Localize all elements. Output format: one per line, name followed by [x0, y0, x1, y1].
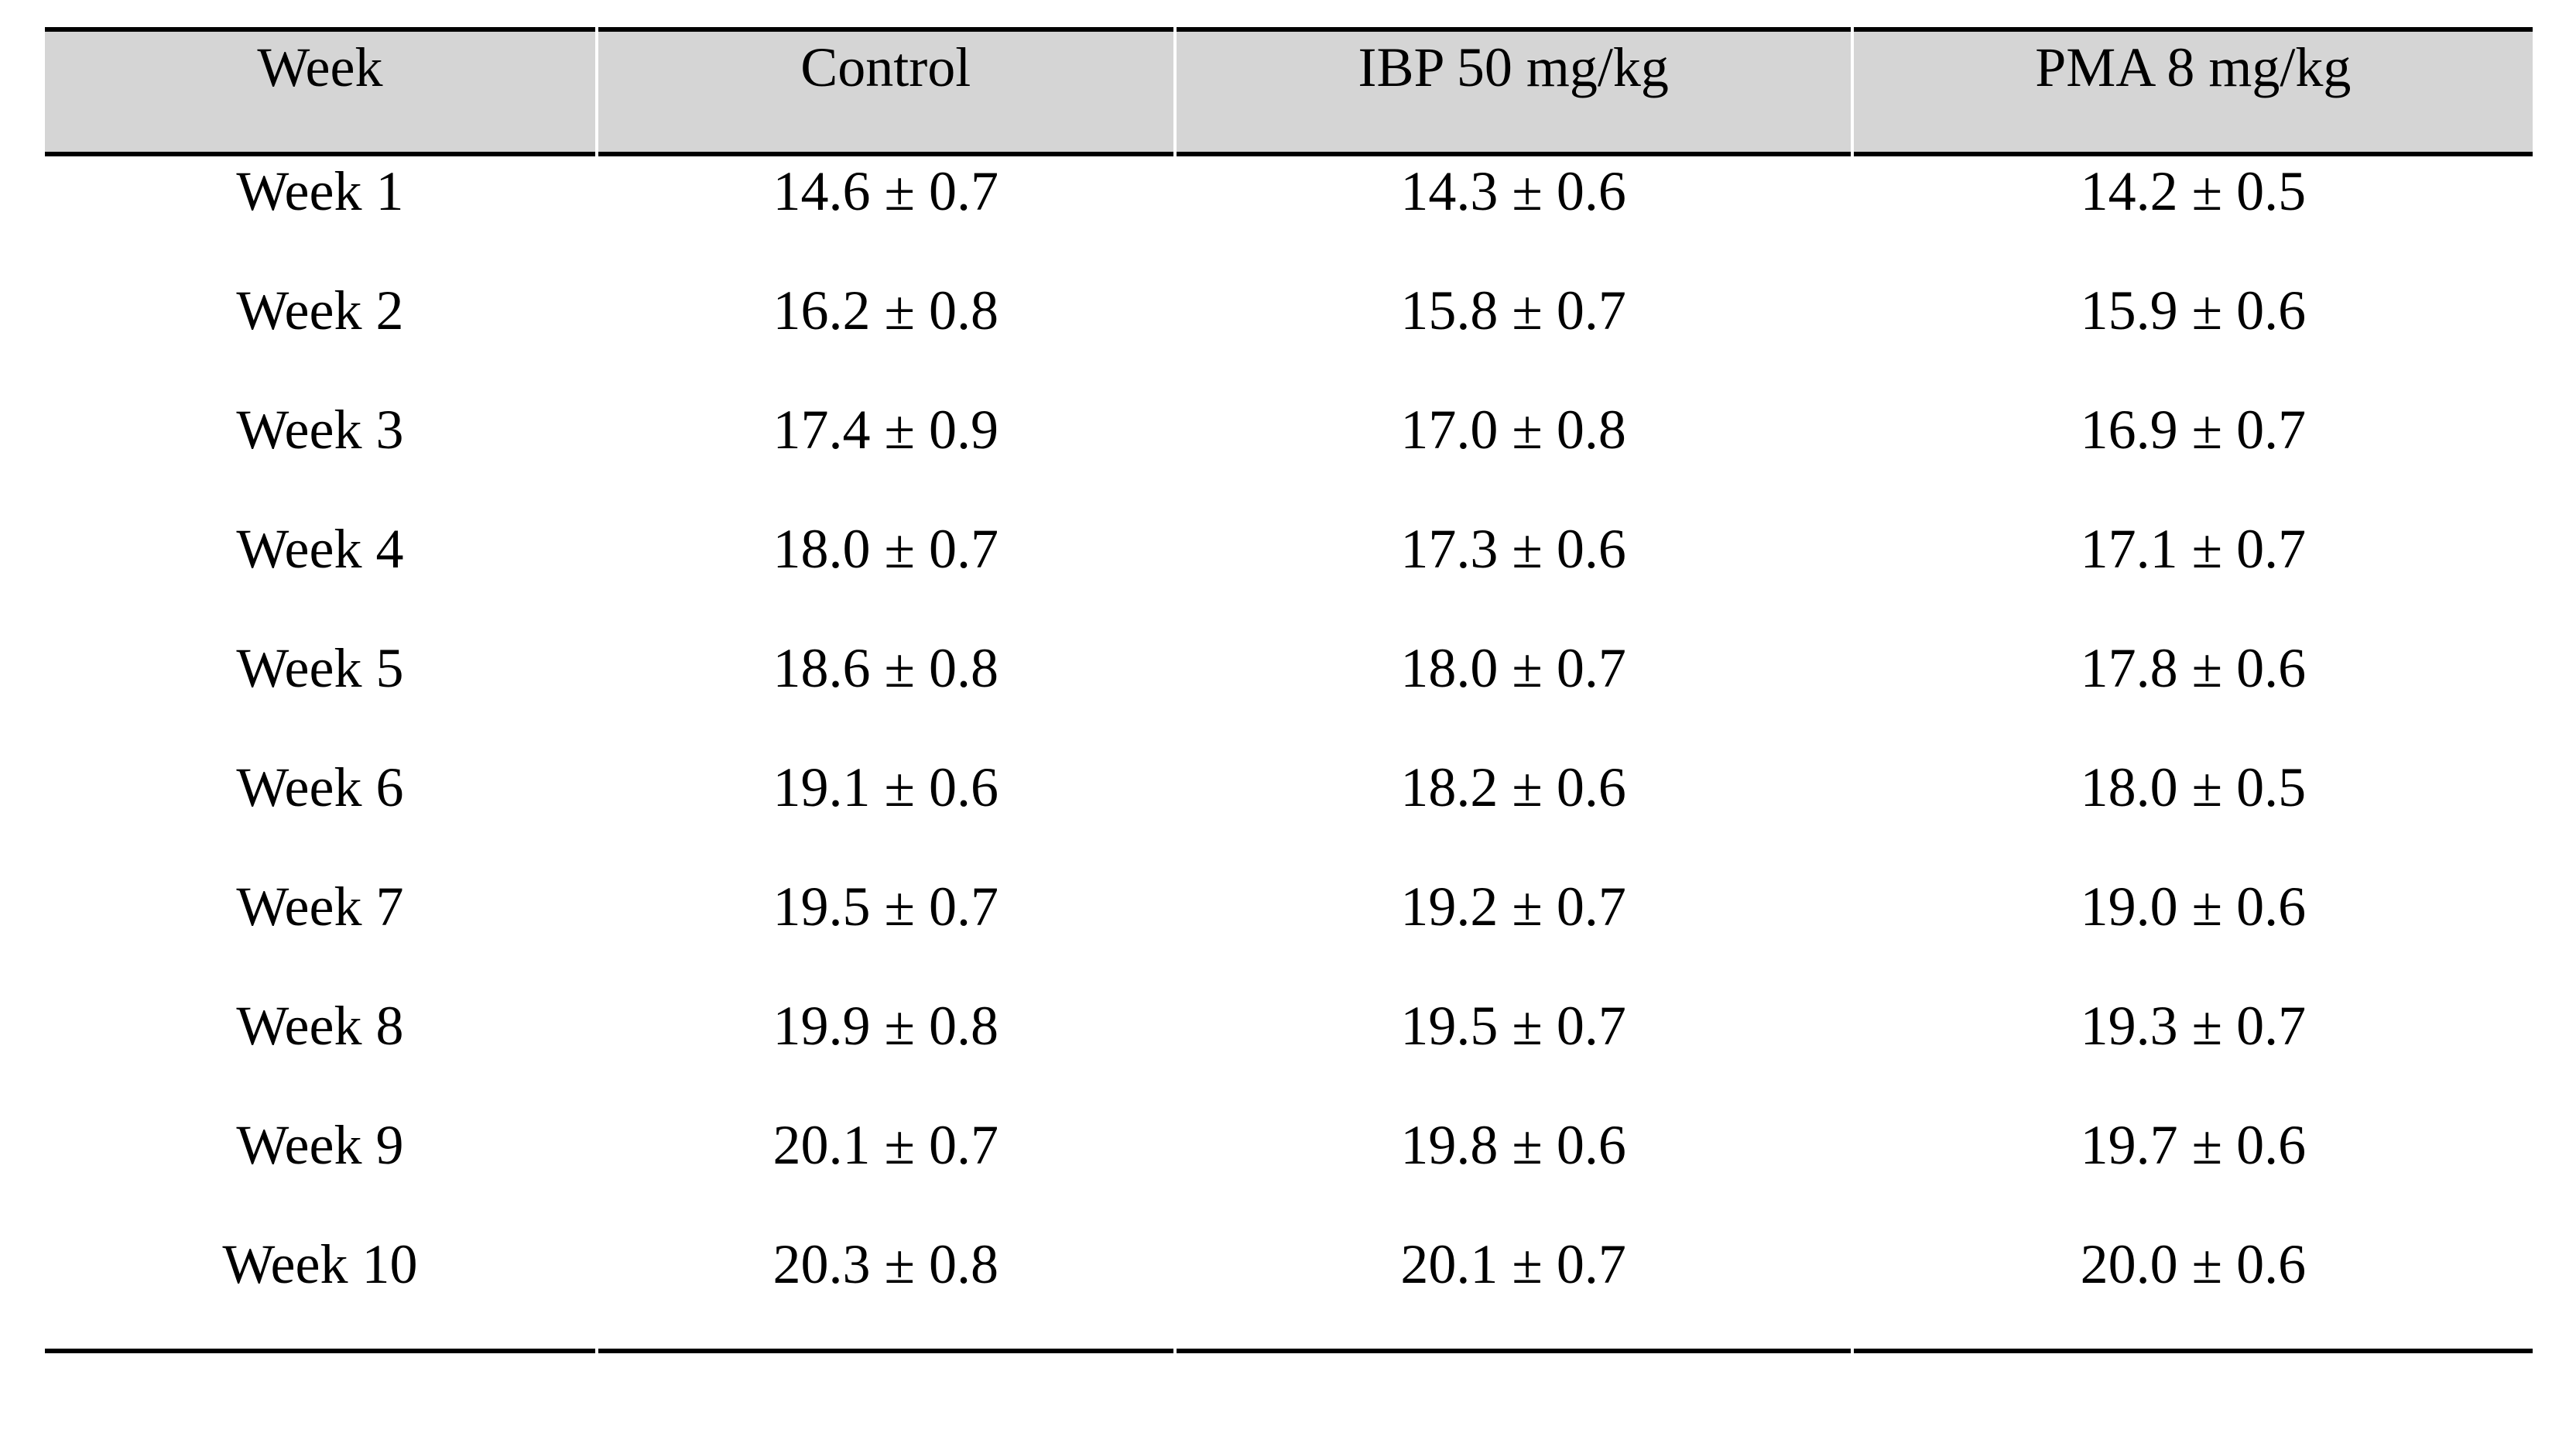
table-row: Week 6 19.1 ± 0.6 18.2 ± 0.6 18.0 ± 0.5: [45, 752, 2533, 872]
value-cell: 17.0 ± 0.8: [1400, 399, 1626, 461]
value-cell: 20.0 ± 0.6: [1853, 1229, 2533, 1353]
value-cell: 19.9 ± 0.8: [772, 995, 999, 1057]
value-cell: 17.4 ± 0.9: [772, 399, 999, 461]
table-row: Week 10 20.3 ± 0.8 20.1 ± 0.7 20.0 ± 0.6: [45, 1229, 2533, 1353]
table-row: Week 3 17.4 ± 0.9 17.0 ± 0.8 16.9 ± 0.7: [45, 395, 2533, 514]
value-cell: 17.3 ± 0.6: [1400, 518, 1626, 580]
value-cell: 19.1 ± 0.6: [772, 756, 999, 818]
week-cell: Week 5: [236, 637, 404, 699]
value-cell: 14.3 ± 0.6: [1400, 160, 1626, 222]
value-cell: 19.8 ± 0.6: [1400, 1114, 1626, 1176]
value-cell: 18.0 ± 0.7: [1400, 637, 1626, 699]
column-header-ibp: IBP 50 mg/kg: [1176, 27, 1851, 156]
value-cell: 19.7 ± 0.6: [2080, 1114, 2307, 1176]
value-cell: 17.1 ± 0.7: [2080, 518, 2307, 580]
value-cell: 18.0 ± 0.7: [772, 518, 999, 580]
week-cell: Week 2: [236, 279, 404, 341]
value-cell: 14.2 ± 0.5: [2080, 160, 2307, 222]
table-row: Week 9 20.1 ± 0.7 19.8 ± 0.6 19.7 ± 0.6: [45, 1110, 2533, 1229]
value-cell: 19.5 ± 0.7: [1400, 995, 1626, 1057]
table-row: Week 7 19.5 ± 0.7 19.2 ± 0.7 19.0 ± 0.6: [45, 872, 2533, 991]
value-cell: 16.2 ± 0.8: [772, 279, 999, 341]
week-cell: Week 6: [236, 756, 404, 818]
value-cell: 19.5 ± 0.7: [772, 876, 999, 938]
weekly-measurements-table: Week Control IBP 50 mg/kg PMA 8 mg/kg We…: [42, 27, 2536, 1353]
value-cell: 15.8 ± 0.7: [1400, 279, 1626, 341]
table-row: Week 8 19.9 ± 0.8 19.5 ± 0.7 19.3 ± 0.7: [45, 991, 2533, 1110]
value-cell: 14.6 ± 0.7: [772, 160, 999, 222]
value-cell: 16.9 ± 0.7: [2080, 399, 2307, 461]
value-cell: 19.3 ± 0.7: [2080, 995, 2307, 1057]
table-row: Week 1 14.6 ± 0.7 14.3 ± 0.6 14.2 ± 0.5: [45, 156, 2533, 276]
week-cell: Week 8: [236, 995, 404, 1057]
week-cell: Week 10: [45, 1229, 595, 1353]
value-cell: 20.1 ± 0.7: [1176, 1229, 1851, 1353]
value-cell: 19.0 ± 0.6: [2080, 876, 2307, 938]
value-cell: 20.1 ± 0.7: [772, 1114, 999, 1176]
value-cell: 19.2 ± 0.7: [1400, 876, 1626, 938]
value-cell: 17.8 ± 0.6: [2080, 637, 2307, 699]
column-header-pma: PMA 8 mg/kg: [1853, 27, 2533, 156]
table-row: Week 2 16.2 ± 0.8 15.8 ± 0.7 15.9 ± 0.6: [45, 276, 2533, 395]
table-row: Week 5 18.6 ± 0.8 18.0 ± 0.7 17.8 ± 0.6: [45, 633, 2533, 752]
week-cell: Week 9: [236, 1114, 404, 1176]
value-cell: 18.0 ± 0.5: [2080, 756, 2307, 818]
week-cell: Week 3: [236, 399, 404, 461]
value-cell: 20.3 ± 0.8: [598, 1229, 1173, 1353]
value-cell: 15.9 ± 0.6: [2080, 279, 2307, 341]
week-cell: Week 1: [236, 160, 404, 222]
table-header-row: Week Control IBP 50 mg/kg PMA 8 mg/kg: [45, 27, 2533, 156]
value-cell: 18.6 ± 0.8: [772, 637, 999, 699]
column-header-week: Week: [45, 27, 595, 156]
week-cell: Week 4: [236, 518, 404, 580]
value-cell: 18.2 ± 0.6: [1400, 756, 1626, 818]
week-cell: Week 7: [236, 876, 404, 938]
column-header-control: Control: [598, 27, 1173, 156]
table-row: Week 4 18.0 ± 0.7 17.3 ± 0.6 17.1 ± 0.7: [45, 514, 2533, 633]
